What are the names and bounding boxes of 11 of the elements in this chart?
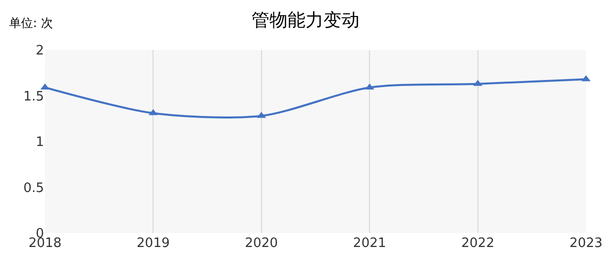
x-tick-label: 2020: [244, 236, 278, 251]
y-tick-label: 1.5: [23, 89, 44, 104]
x-tick-label: 2021: [353, 236, 386, 251]
y-tick-label: 1: [36, 135, 44, 150]
x-tick-label: 2023: [569, 236, 603, 251]
y-tick-label: 0.5: [23, 180, 44, 196]
text: 单位: 次: [9, 16, 53, 30]
x-tick-label: 2022: [461, 236, 494, 251]
x-tick-label: 2019: [136, 236, 170, 251]
chart-title: 管物能力变动: [252, 10, 360, 31]
y-tick-label: 2: [36, 44, 44, 59]
